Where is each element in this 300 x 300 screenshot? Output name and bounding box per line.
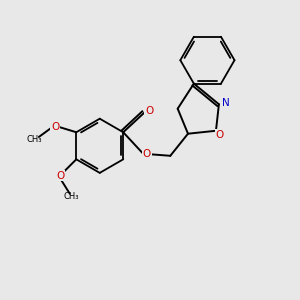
Text: O: O	[215, 130, 223, 140]
Text: CH₃: CH₃	[27, 135, 42, 144]
Text: O: O	[51, 122, 59, 132]
Text: CH₃: CH₃	[64, 192, 79, 201]
Text: O: O	[145, 106, 153, 116]
Text: O: O	[142, 149, 151, 159]
Text: O: O	[56, 170, 64, 181]
Text: N: N	[221, 98, 229, 108]
